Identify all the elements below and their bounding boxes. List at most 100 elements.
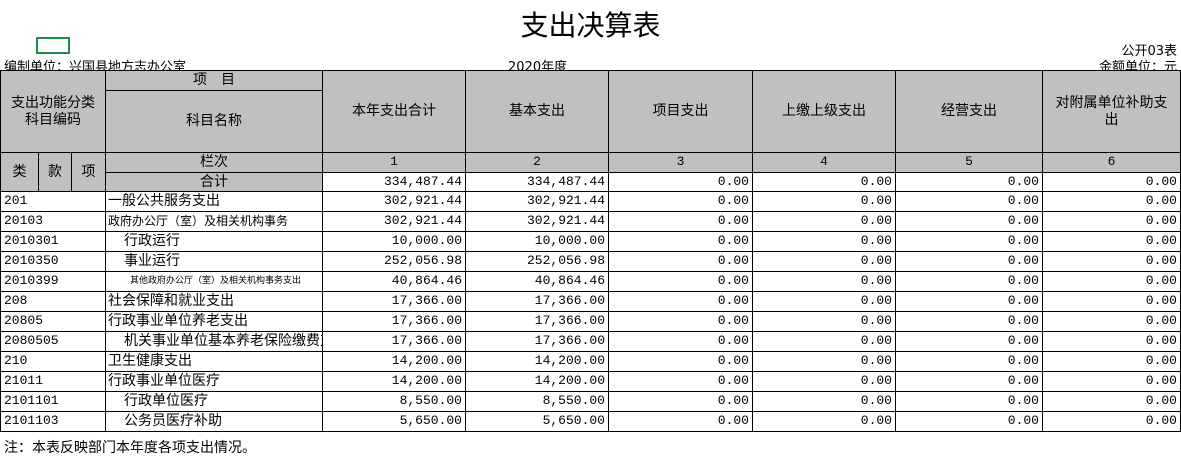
row-value: 302,921.44 xyxy=(465,191,609,212)
header-column: 经营支出 xyxy=(895,70,1043,153)
row-value: 0.00 xyxy=(608,311,753,332)
row-name: 行政事业单位养老支出 xyxy=(105,311,323,332)
row-value: 0.00 xyxy=(752,191,896,212)
column-index: 4 xyxy=(752,152,896,173)
row-value: 0.00 xyxy=(608,331,753,352)
row-value: 0.00 xyxy=(1042,371,1181,392)
row-value: 0.00 xyxy=(895,271,1043,292)
row-code: 20103 xyxy=(0,211,106,232)
total-value: 334,487.44 xyxy=(322,172,466,192)
total-value: 334,487.44 xyxy=(465,172,609,192)
row-value: 5,650.00 xyxy=(322,411,466,432)
form-number: 公开03表 xyxy=(1121,44,1177,59)
header-column: 对附属单位补助支出 xyxy=(1042,70,1181,153)
row-code: 208 xyxy=(0,291,106,312)
row-code: 20805 xyxy=(0,311,106,332)
row-name: 行政运行 xyxy=(105,231,323,252)
row-value: 252,056.98 xyxy=(465,251,609,272)
row-code: 2010301 xyxy=(0,231,106,252)
row-value: 302,921.44 xyxy=(322,191,466,212)
row-value: 0.00 xyxy=(608,211,753,232)
row-value: 0.00 xyxy=(1042,191,1181,212)
row-value: 0.00 xyxy=(752,311,896,332)
row-value: 0.00 xyxy=(1042,271,1181,292)
row-value: 0.00 xyxy=(895,291,1043,312)
row-value: 0.00 xyxy=(752,371,896,392)
row-value: 14,200.00 xyxy=(465,371,609,392)
header-code-group: 支出功能分类科目编码 xyxy=(0,70,106,153)
row-value: 0.00 xyxy=(895,331,1043,352)
row-value: 0.00 xyxy=(608,371,753,392)
row-value: 0.00 xyxy=(1042,411,1181,432)
row-value: 0.00 xyxy=(1042,231,1181,252)
row-value: 0.00 xyxy=(608,231,753,252)
row-value: 252,056.98 xyxy=(322,251,466,272)
row-value: 8,550.00 xyxy=(465,391,609,412)
row-value: 0.00 xyxy=(608,291,753,312)
row-value: 0.00 xyxy=(608,351,753,372)
row-value: 0.00 xyxy=(1042,391,1181,412)
row-value: 0.00 xyxy=(1042,331,1181,352)
row-code: 201 xyxy=(0,191,106,212)
row-value: 0.00 xyxy=(752,251,896,272)
row-value: 0.00 xyxy=(1042,291,1181,312)
row-value: 0.00 xyxy=(608,391,753,412)
row-name: 事业运行 xyxy=(105,251,323,272)
row-value: 17,366.00 xyxy=(465,311,609,332)
row-value: 0.00 xyxy=(608,411,753,432)
row-value: 302,921.44 xyxy=(322,211,466,232)
column-index: 1 xyxy=(322,152,466,173)
code-level: 项 xyxy=(71,152,106,192)
row-value: 40,864.46 xyxy=(322,271,466,292)
row-value: 0.00 xyxy=(895,351,1043,372)
row-name: 政府办公厅（室）及相关机构事务 xyxy=(105,211,323,232)
row-value: 14,200.00 xyxy=(465,351,609,372)
row-value: 0.00 xyxy=(895,191,1043,212)
row-value: 10,000.00 xyxy=(465,231,609,252)
header-item: 项 目 xyxy=(105,70,323,91)
row-name: 一般公共服务支出 xyxy=(105,191,323,212)
row-value: 17,366.00 xyxy=(322,311,466,332)
row-value: 302,921.44 xyxy=(465,211,609,232)
title: 支出决算表 xyxy=(520,9,661,42)
column-index: 5 xyxy=(895,152,1043,173)
header-column: 上缴上级支出 xyxy=(752,70,896,153)
row-name: 行政事业单位医疗 xyxy=(105,371,323,392)
row-name: 社会保障和就业支出 xyxy=(105,291,323,312)
row-value: 8,550.00 xyxy=(322,391,466,412)
row-name: 行政单位医疗 xyxy=(105,391,323,412)
total-value: 0.00 xyxy=(895,172,1043,192)
row-value: 0.00 xyxy=(895,411,1043,432)
row-value: 17,366.00 xyxy=(322,291,466,312)
row-value: 0.00 xyxy=(752,231,896,252)
row-value: 17,366.00 xyxy=(465,331,609,352)
row-value: 0.00 xyxy=(608,191,753,212)
row-value: 0.00 xyxy=(608,251,753,272)
row-value: 17,366.00 xyxy=(465,291,609,312)
row-value: 14,200.00 xyxy=(322,351,466,372)
row-value: 0.00 xyxy=(1042,211,1181,232)
row-value: 0.00 xyxy=(752,291,896,312)
row-code: 2101103 xyxy=(0,411,106,432)
row-value: 0.00 xyxy=(895,371,1043,392)
row-value: 0.00 xyxy=(895,251,1043,272)
header-column: 本年支出合计 xyxy=(322,70,466,153)
row-name: 机关事业单位基本养老保险缴费支出 xyxy=(105,331,323,352)
row-value: 0.00 xyxy=(608,271,753,292)
row-code: 2101101 xyxy=(0,391,106,412)
column-index: 3 xyxy=(608,152,753,173)
header-name: 科目名称 xyxy=(105,90,323,153)
row-value: 0.00 xyxy=(752,411,896,432)
total-value: 0.00 xyxy=(752,172,896,192)
row-code: 2010399 xyxy=(0,271,106,292)
col-index-label: 栏次 xyxy=(105,152,323,173)
row-value: 17,366.00 xyxy=(322,331,466,352)
row-value: 0.00 xyxy=(752,391,896,412)
cell-selection xyxy=(36,37,70,54)
header-column: 基本支出 xyxy=(465,70,609,153)
column-index: 6 xyxy=(1042,152,1181,173)
row-value: 0.00 xyxy=(752,211,896,232)
row-value: 40,864.46 xyxy=(465,271,609,292)
row-value: 0.00 xyxy=(1042,311,1181,332)
